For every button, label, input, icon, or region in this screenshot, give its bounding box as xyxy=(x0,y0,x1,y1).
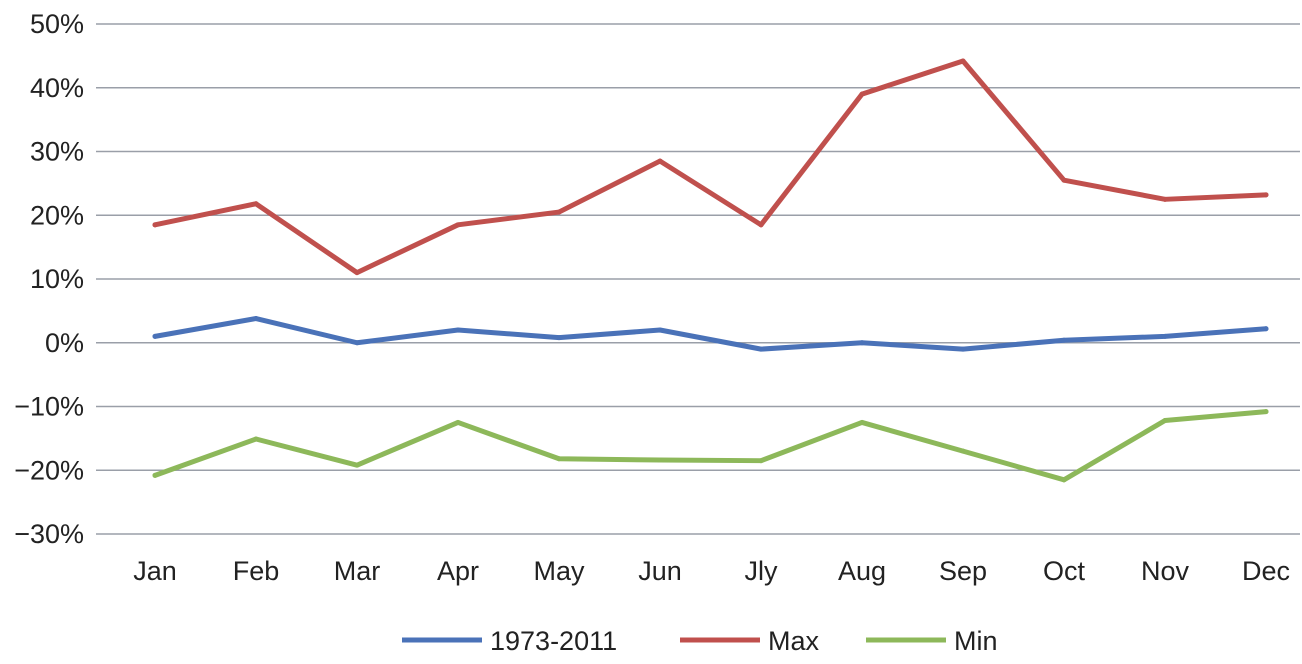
data-point-max xyxy=(1263,192,1269,198)
legend-label-max: Max xyxy=(768,626,820,656)
data-point-1973-2011 xyxy=(1061,337,1067,343)
data-point-min xyxy=(859,419,865,425)
data-point-1973-2011 xyxy=(1263,326,1269,332)
data-point-min xyxy=(960,448,966,454)
data-point-min xyxy=(1263,409,1269,415)
x-tick-label: Sep xyxy=(939,556,987,586)
data-point-max xyxy=(859,91,865,97)
x-tick-label: Jly xyxy=(745,556,778,586)
x-tick-label: Dec xyxy=(1242,556,1290,586)
data-point-1973-2011 xyxy=(152,333,158,339)
data-point-min xyxy=(152,472,158,478)
y-tick-label: 20% xyxy=(30,200,84,230)
y-tick-label: 10% xyxy=(30,264,84,294)
y-tick-label: 40% xyxy=(30,73,84,103)
data-point-1973-2011 xyxy=(758,346,764,352)
data-point-max xyxy=(960,58,966,64)
x-tick-label: Mar xyxy=(334,556,381,586)
x-tick-label: Feb xyxy=(233,556,280,586)
data-point-min xyxy=(1162,418,1168,424)
y-tick-label: 0% xyxy=(45,328,84,358)
series-lines xyxy=(152,58,1269,483)
data-point-max xyxy=(152,222,158,228)
data-point-1973-2011 xyxy=(455,327,461,333)
y-axis-tick-labels: 50% 40% 30% 20% 10% 0% −10% −20% −30% xyxy=(14,9,84,549)
x-tick-label: Jun xyxy=(638,556,682,586)
y-tick-label: 50% xyxy=(30,9,84,39)
y-tick-label: 30% xyxy=(30,137,84,167)
data-point-max xyxy=(253,201,259,207)
x-tick-label: Oct xyxy=(1043,556,1086,586)
data-point-max xyxy=(758,222,764,228)
y-tick-label: −10% xyxy=(14,392,84,422)
x-tick-label: Nov xyxy=(1141,556,1190,586)
data-point-min xyxy=(455,419,461,425)
gridlines xyxy=(96,23,1300,535)
data-point-max xyxy=(1162,196,1168,202)
data-point-min xyxy=(556,456,562,462)
data-point-min xyxy=(354,462,360,468)
data-point-max xyxy=(455,222,461,228)
data-point-1973-2011 xyxy=(354,340,360,346)
series-line-1973-2011 xyxy=(152,316,1269,352)
data-point-max xyxy=(354,270,360,276)
data-point-1973-2011 xyxy=(859,340,865,346)
data-point-min xyxy=(657,457,663,463)
legend-label-min: Min xyxy=(954,626,998,656)
x-tick-label: Apr xyxy=(437,556,479,586)
series-line-min xyxy=(152,409,1269,483)
x-tick-label: Jan xyxy=(133,556,177,586)
x-axis-tick-labels: Jan Feb Mar Apr May Jun Jly Aug Sep Oct Nov Dec xyxy=(133,556,1290,586)
data-point-max xyxy=(556,209,562,215)
series-line-max xyxy=(152,58,1269,276)
data-point-1973-2011 xyxy=(1162,333,1168,339)
legend-label-1973-2011: 1973-2011 xyxy=(490,626,617,656)
x-tick-label: Aug xyxy=(838,556,886,586)
data-point-max xyxy=(657,158,663,164)
y-tick-label: −30% xyxy=(14,519,84,549)
x-tick-label: May xyxy=(533,556,585,586)
data-point-1973-2011 xyxy=(960,346,966,352)
data-point-1973-2011 xyxy=(556,335,562,341)
legend: 1973-2011 Max Min xyxy=(402,626,998,656)
data-point-min xyxy=(253,436,259,442)
data-point-1973-2011 xyxy=(253,316,259,322)
y-tick-label: −20% xyxy=(14,455,84,485)
data-point-1973-2011 xyxy=(657,327,663,333)
data-point-min xyxy=(1061,477,1067,483)
data-point-max xyxy=(1061,177,1067,183)
data-point-min xyxy=(758,458,764,464)
